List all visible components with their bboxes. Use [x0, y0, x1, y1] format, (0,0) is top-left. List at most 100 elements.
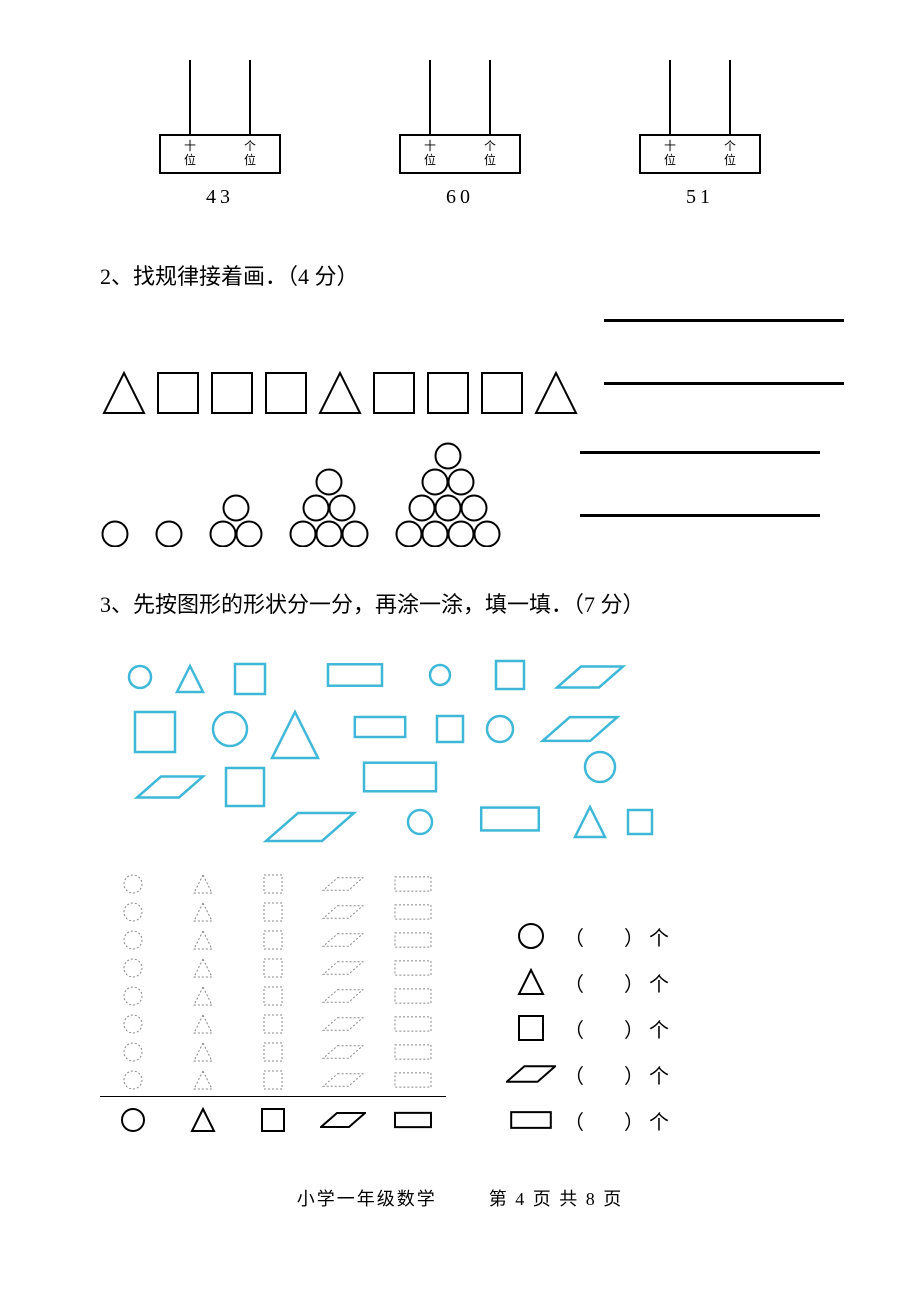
triangle-dotted-icon	[180, 900, 226, 924]
scatter-svg	[100, 647, 660, 847]
parallelogram-dotted-icon	[320, 872, 366, 896]
tally-column	[320, 872, 366, 1092]
abacus-2: 十 位 个 位 60	[385, 60, 535, 209]
q3-prompt: 3、先按图形的形状分一分，再涂一涂，填一填．（7 分）	[100, 587, 820, 619]
triangle-dotted-icon	[180, 928, 226, 952]
worksheet-page: 十 位 个 位 43 十 位 个 位 60	[0, 0, 920, 1251]
square-icon	[154, 367, 202, 415]
tally-column	[390, 872, 436, 1092]
circle-stack-icon	[394, 439, 502, 547]
svg-text:位: 位	[664, 152, 676, 167]
triangle-dotted-icon	[180, 1040, 226, 1064]
triangle-dotted-icon	[180, 956, 226, 980]
square-dotted-icon	[250, 1040, 296, 1064]
parallelogram-dotted-icon	[320, 956, 366, 980]
svg-text:个: 个	[484, 139, 496, 153]
count-line: （ ） 个	[506, 1105, 669, 1135]
square-dotted-icon	[250, 872, 296, 896]
legend-row	[100, 1105, 446, 1135]
tally-column	[250, 872, 296, 1092]
triangle-dotted-icon	[180, 984, 226, 1008]
svg-text:位: 位	[724, 152, 736, 167]
tally-column	[110, 872, 156, 1092]
count-blank[interactable]: （ ） 个	[564, 1106, 669, 1135]
pattern-row-2	[100, 439, 820, 547]
triangle-dotted-icon	[180, 1012, 226, 1036]
circle-stack-icon	[100, 517, 130, 547]
count-line: （ ） 个	[506, 1013, 669, 1043]
square-icon	[370, 367, 418, 415]
abacus-3: 十 位 个 位 51	[625, 60, 775, 209]
parallelogram-dotted-icon	[320, 984, 366, 1008]
parallelogram-dotted-icon	[320, 1012, 366, 1036]
triangle-icon	[316, 367, 364, 415]
answer-blank[interactable]	[580, 514, 820, 517]
svg-text:十: 十	[664, 139, 676, 153]
abacus-svg: 十 位 个 位	[145, 60, 295, 180]
parallelogram-icon	[320, 1105, 366, 1135]
pattern-row-1	[100, 319, 820, 415]
square-icon	[478, 367, 526, 415]
count-blank[interactable]: （ ） 个	[564, 1060, 669, 1089]
count-line: （ ） 个	[506, 921, 669, 951]
answer-blank[interactable]	[604, 382, 844, 385]
count-blank[interactable]: （ ） 个	[564, 922, 669, 951]
svg-text:位: 位	[244, 152, 256, 167]
pattern-shapes-2	[100, 439, 556, 547]
rectangle-dotted-icon	[390, 956, 436, 980]
count-lines: （ ） 个 （ ） 个 （ ） 个 （ ） 个 （ ） 个	[506, 921, 669, 1135]
pattern-shapes-1	[100, 367, 580, 415]
abacus-number: 51	[686, 186, 714, 209]
circle-dotted-icon	[110, 1068, 156, 1092]
rectangle-icon	[506, 1105, 556, 1135]
parallelogram-icon	[506, 1059, 556, 1089]
counting-area: （ ） 个 （ ） 个 （ ） 个 （ ） 个 （ ） 个	[100, 872, 820, 1135]
circle-dotted-icon	[110, 1040, 156, 1064]
count-blank[interactable]: （ ） 个	[564, 1014, 669, 1043]
q2-prompt: 2、找规律接着画．（4 分）	[100, 259, 820, 291]
triangle-dotted-icon	[180, 1068, 226, 1092]
circle-dotted-icon	[110, 900, 156, 924]
circle-stack-icon	[154, 517, 184, 547]
answer-blank[interactable]	[604, 319, 844, 322]
square-dotted-icon	[250, 984, 296, 1008]
triangle-icon	[180, 1105, 226, 1135]
svg-text:位: 位	[424, 152, 436, 167]
square-icon	[424, 367, 472, 415]
parallelogram-dotted-icon	[320, 1040, 366, 1064]
abacus-number: 43	[206, 186, 234, 209]
shape-scatter	[100, 647, 820, 852]
footer-subject: 小学一年级数学	[297, 1189, 437, 1209]
square-dotted-icon	[250, 928, 296, 952]
parallelogram-dotted-icon	[320, 900, 366, 924]
svg-text:个: 个	[244, 139, 256, 153]
square-icon	[506, 1013, 556, 1043]
circle-icon	[506, 921, 556, 951]
rectangle-dotted-icon	[390, 984, 436, 1008]
rectangle-dotted-icon	[390, 872, 436, 896]
rectangle-dotted-icon	[390, 900, 436, 924]
circle-dotted-icon	[110, 956, 156, 980]
abacus-svg: 十 位 个 位	[385, 60, 535, 180]
count-line: （ ） 个	[506, 967, 669, 997]
abacus-svg: 十 位 个 位	[625, 60, 775, 180]
triangle-icon	[506, 967, 556, 997]
page-footer: 小学一年级数学 第 4 页 共 8 页	[100, 1185, 820, 1211]
parallelogram-dotted-icon	[320, 1068, 366, 1092]
pattern-block	[100, 319, 820, 547]
circle-dotted-icon	[110, 1012, 156, 1036]
rectangle-dotted-icon	[390, 1068, 436, 1092]
square-icon	[250, 1105, 296, 1135]
count-blank[interactable]: （ ） 个	[564, 968, 669, 997]
rectangle-dotted-icon	[390, 928, 436, 952]
triangle-icon	[100, 367, 148, 415]
abacus-1: 十 位 个 位 43	[145, 60, 295, 209]
circle-stack-icon	[208, 491, 264, 547]
answer-blank[interactable]	[580, 451, 820, 454]
footer-page: 第 4 页 共 8 页	[489, 1189, 624, 1209]
svg-text:位: 位	[184, 152, 196, 167]
rectangle-dotted-icon	[390, 1040, 436, 1064]
parallelogram-dotted-icon	[320, 928, 366, 952]
abacus-number: 60	[446, 186, 474, 209]
circle-dotted-icon	[110, 872, 156, 896]
